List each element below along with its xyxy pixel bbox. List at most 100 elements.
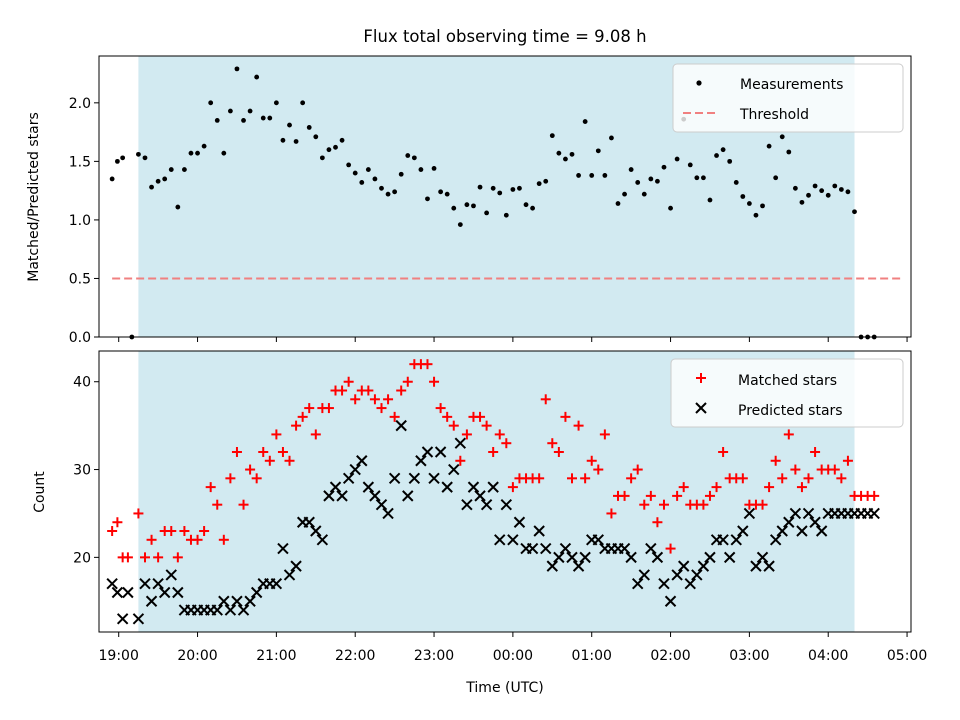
predicted-star-point bbox=[631, 577, 644, 590]
measurement-point bbox=[188, 150, 194, 156]
measurement-point bbox=[707, 197, 713, 203]
matched-star-point bbox=[291, 420, 302, 431]
measurement-point bbox=[576, 173, 581, 178]
measurement-point bbox=[615, 201, 621, 206]
measurement-point bbox=[838, 187, 844, 192]
measurement-point bbox=[162, 176, 168, 182]
count-x-tick-label: 01:00 bbox=[572, 648, 612, 664]
predicted-star-point bbox=[579, 551, 591, 564]
matched-star-point bbox=[737, 473, 748, 484]
measurement-point bbox=[444, 191, 450, 197]
ratio-x-ticks bbox=[118, 337, 908, 342]
predicted-star-point bbox=[664, 595, 677, 607]
count-x-tick-label: 00:00 bbox=[493, 648, 533, 664]
measurement-point bbox=[339, 137, 345, 143]
measurement-point bbox=[365, 167, 371, 172]
measurement-point bbox=[760, 203, 765, 209]
predicted-star-point bbox=[723, 551, 736, 564]
matched-star-point bbox=[764, 482, 775, 493]
measurement-point bbox=[806, 192, 811, 198]
measurement-point bbox=[182, 167, 187, 172]
predicted-star-point bbox=[165, 569, 177, 581]
predicted-star-point bbox=[546, 560, 559, 572]
matched-star-point bbox=[783, 429, 794, 440]
predicted-star-point bbox=[434, 446, 447, 458]
measurement-point bbox=[241, 117, 246, 123]
matched-star-point bbox=[540, 394, 551, 405]
matched-legend-marker bbox=[696, 373, 706, 383]
matched-star-point bbox=[501, 438, 512, 449]
measurement-point bbox=[733, 180, 739, 185]
matched-star-point bbox=[573, 420, 584, 431]
matched-star-point bbox=[350, 394, 361, 405]
matched-star-point bbox=[112, 517, 123, 528]
measurement-point bbox=[687, 162, 693, 168]
predicted-star-point bbox=[677, 560, 690, 572]
matched-star-point bbox=[665, 543, 676, 554]
predicted-star-point bbox=[480, 498, 493, 511]
predicted-star-point bbox=[868, 507, 880, 520]
measurement-point bbox=[208, 100, 214, 106]
measurement-point bbox=[313, 134, 319, 140]
matched-star-point bbox=[258, 446, 269, 457]
ratio-y-axis-label: Matched/Predicted stars bbox=[26, 112, 42, 282]
predicted-star-point bbox=[638, 569, 650, 581]
predicted-star-point bbox=[270, 577, 283, 590]
ratio-y-ticks: 0.0 0.5 1.0 1.5 2.0 bbox=[69, 96, 99, 346]
measurement-point bbox=[563, 156, 568, 162]
matched-star-point bbox=[139, 552, 150, 563]
predicted-star-point bbox=[494, 534, 506, 546]
measurement-point bbox=[655, 178, 660, 184]
matched-star-point bbox=[192, 534, 203, 545]
matched-star-point bbox=[337, 385, 348, 396]
measurement-point bbox=[523, 202, 529, 208]
matched-star-point bbox=[586, 455, 597, 466]
predicted-star-point bbox=[152, 577, 164, 590]
predicted-star-point bbox=[132, 613, 145, 625]
predicted-star-point bbox=[362, 481, 375, 493]
measurement-point bbox=[195, 150, 200, 156]
count-x-axis-label: Time (UTC) bbox=[465, 680, 543, 696]
predicted-star-point bbox=[769, 534, 782, 546]
predicted-star-point bbox=[776, 525, 788, 537]
count-y-tick-label: 40 bbox=[73, 375, 91, 391]
predicted-star-point bbox=[428, 472, 440, 485]
ratio-legend-box bbox=[672, 63, 904, 133]
matched-star-point bbox=[757, 499, 768, 510]
predicted-star-point bbox=[717, 534, 729, 546]
predicted-star-point bbox=[421, 446, 434, 458]
matched-star-point bbox=[626, 473, 637, 484]
matched-star-point bbox=[672, 490, 683, 501]
count-x-tick-label: 04:00 bbox=[808, 648, 848, 664]
predicted-star-point bbox=[139, 577, 151, 590]
ratio-legend: Measurements Threshold bbox=[672, 63, 904, 133]
count-y-axis-label: Count bbox=[32, 471, 48, 513]
predicted-star-point bbox=[158, 586, 171, 599]
predicted-star-point bbox=[783, 516, 795, 528]
matched-star-point bbox=[179, 526, 190, 537]
measurement-point bbox=[773, 175, 779, 181]
measurement-point bbox=[405, 153, 411, 158]
ratio-y-tick-label: 1.0 bbox=[69, 213, 91, 229]
matched-star-point bbox=[619, 490, 630, 501]
predicted-star-point bbox=[553, 551, 565, 564]
matched-star-point bbox=[376, 403, 387, 414]
measurement-point bbox=[214, 117, 220, 123]
matched-star-point bbox=[396, 385, 407, 396]
measurement-point bbox=[668, 205, 673, 211]
predicted-star-point bbox=[323, 490, 335, 502]
matched-star-point bbox=[599, 429, 610, 440]
matched-star-point bbox=[869, 490, 880, 501]
count-x-ticks: 19:00 20:00 21:00 22:00 23:00 00:00 01:00 02:00… bbox=[99, 632, 927, 664]
measurement-point bbox=[530, 205, 535, 211]
measurement-point bbox=[819, 188, 825, 194]
count-x-tick-label: 02:00 bbox=[650, 648, 690, 664]
measurement-point bbox=[451, 205, 457, 211]
measurement-point bbox=[352, 170, 358, 176]
predicted-star-point bbox=[116, 613, 129, 625]
measurement-point bbox=[648, 176, 654, 182]
predicted-star-point bbox=[572, 560, 585, 572]
predicted-legend-marker bbox=[695, 402, 707, 414]
matched-star-point bbox=[547, 438, 558, 449]
matched-star-point bbox=[284, 455, 295, 466]
